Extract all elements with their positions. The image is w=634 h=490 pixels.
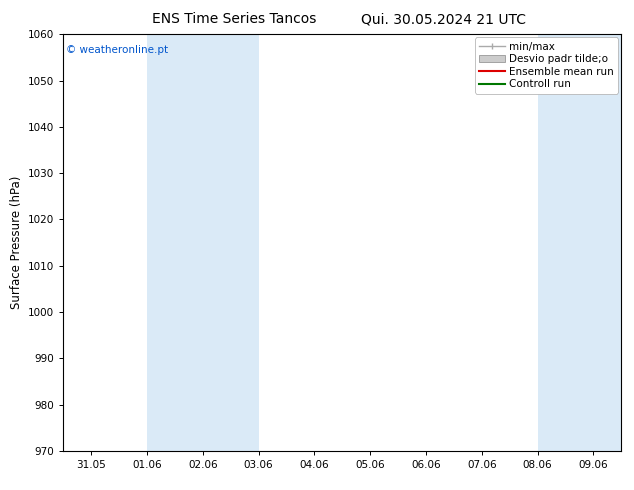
Bar bbox=[538, 34, 621, 451]
Text: ENS Time Series Tancos: ENS Time Series Tancos bbox=[152, 12, 317, 26]
Text: © weatheronline.pt: © weatheronline.pt bbox=[66, 45, 168, 55]
Legend: min/max, Desvio padr tilde;o, Ensemble mean run, Controll run: min/max, Desvio padr tilde;o, Ensemble m… bbox=[475, 37, 618, 94]
Text: Qui. 30.05.2024 21 UTC: Qui. 30.05.2024 21 UTC bbox=[361, 12, 526, 26]
Bar bbox=[147, 34, 259, 451]
Y-axis label: Surface Pressure (hPa): Surface Pressure (hPa) bbox=[10, 176, 23, 309]
